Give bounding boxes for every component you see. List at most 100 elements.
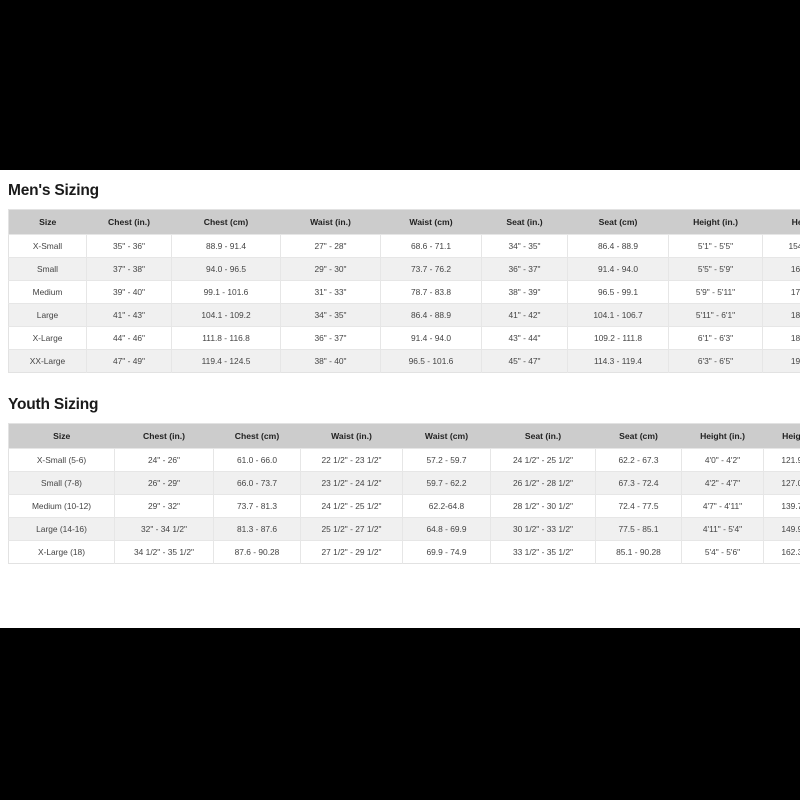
table-cell: 87.6 - 90.28 (213, 540, 301, 564)
table-row: Large 41" - 43" 104.1 - 109.2 34" - 35" 86.4… (8, 303, 800, 327)
table-cell: 45" - 47" (481, 349, 568, 373)
table-cell: 165.1 - 175.3 (762, 257, 800, 281)
table-cell: 34 1/2" - 35 1/2" (114, 540, 214, 564)
mens-size-label: X-Small (8, 234, 87, 258)
table-cell: 127.0 - 139.7 (763, 471, 800, 495)
table-cell: 26 1/2" - 28 1/2" (490, 471, 596, 495)
table-cell: 96.5 - 99.1 (567, 280, 669, 304)
table-cell: 57.2 - 59.7 (402, 448, 491, 472)
table-cell: 24" - 26" (114, 448, 214, 472)
mens-size-label: X-Large (8, 326, 87, 350)
table-cell: 121.9 - 127.0 (763, 448, 800, 472)
youth-size-label: Large (14-16) (8, 517, 115, 541)
table-cell: 111.8 - 116.8 (171, 326, 281, 350)
table-cell: 77.5 - 85.1 (595, 517, 682, 541)
table-cell: 43" - 44" (481, 326, 568, 350)
table-cell: 23 1/2" - 24 1/2" (300, 471, 403, 495)
table-cell: 35" - 36" (86, 234, 172, 258)
table-cell: 61.0 - 66.0 (213, 448, 301, 472)
table-cell: 91.4 - 94.0 (567, 257, 669, 281)
table-cell: 91.4 - 94.0 (380, 326, 482, 350)
table-row: X-Small 35" - 36" 88.9 - 91.4 27" - 28" 68.6… (8, 234, 800, 258)
table-cell: 62.2-64.8 (402, 494, 491, 518)
table-cell: 47" - 49" (86, 349, 172, 373)
table-cell: 22 1/2" - 23 1/2" (300, 448, 403, 472)
mens-column-header: Height (in.) (668, 209, 763, 235)
table-cell: 41" - 42" (481, 303, 568, 327)
mens-sizing-table: Size Chest (in.) Chest (cm) Waist (in.) Wais… (8, 209, 800, 373)
youth-column-header: Waist (cm) (402, 423, 491, 449)
table-cell: 6'1" - 6'3" (668, 326, 763, 350)
table-cell: 64.8 - 69.9 (402, 517, 491, 541)
table-cell: 5'9" - 5'11" (668, 280, 763, 304)
table-row: Large (14-16) 32" - 34 1/2" 81.3 - 87.6 25 … (8, 517, 800, 541)
table-cell: 36" - 37" (481, 257, 568, 281)
table-cell: 44" - 46" (86, 326, 172, 350)
table-cell: 68.6 - 71.1 (380, 234, 482, 258)
table-cell: 36" - 37" (280, 326, 381, 350)
table-cell: 149.9 - 162.3 (763, 517, 800, 541)
mens-column-header: Height (cm) (762, 209, 800, 235)
table-cell: 94.0 - 96.5 (171, 257, 281, 281)
table-cell: 38" - 40" (280, 349, 381, 373)
table-cell: 185.4 - 190.5 (762, 326, 800, 350)
table-cell: 180.3 - 185.4 (762, 303, 800, 327)
table-cell: 104.1 - 109.2 (171, 303, 281, 327)
youth-table-header-row: Size Chest (in.) Chest (cm) Waist (in.) Wais… (8, 423, 800, 449)
table-cell: 86.4 - 88.9 (567, 234, 669, 258)
sizing-chart-page: Men's Sizing Size Chest (in.) Chest (cm) Wa… (0, 170, 800, 628)
table-row: X-Large (18) 34 1/2" - 35 1/2" 87.6 - 90.2… (8, 540, 800, 564)
youth-column-header: Waist (in.) (300, 423, 403, 449)
table-cell: 66.0 - 73.7 (213, 471, 301, 495)
table-cell: 24 1/2" - 25 1/2" (300, 494, 403, 518)
table-cell: 69.9 - 74.9 (402, 540, 491, 564)
mens-size-label: Large (8, 303, 87, 327)
table-cell: 73.7 - 76.2 (380, 257, 482, 281)
table-cell: 4'11" - 5'4" (681, 517, 764, 541)
table-cell: 4'2" - 4'7" (681, 471, 764, 495)
mens-column-header: Waist (in.) (280, 209, 381, 235)
youth-size-label: X-Large (18) (8, 540, 115, 564)
table-cell: 154.9 - 165.14 (762, 234, 800, 258)
youth-table-body: X-Small (5-6) 24" - 26" 61.0 - 66.0 22 1/2"… (8, 448, 800, 564)
table-row: Medium (10-12) 29" - 32" 73.7 - 81.3 24 1/2… (8, 494, 800, 518)
table-cell: 27" - 28" (280, 234, 381, 258)
table-cell: 72.4 - 77.5 (595, 494, 682, 518)
table-cell: 29" - 30" (280, 257, 381, 281)
mens-table-header-row: Size Chest (in.) Chest (cm) Waist (in.) Wais… (8, 209, 800, 235)
table-row: Small 37" - 38" 94.0 - 96.5 29" - 30" 73.7 -… (8, 257, 800, 281)
table-cell: 190.5 - 195.6 (762, 349, 800, 373)
mens-table-body: X-Small 35" - 36" 88.9 - 91.4 27" - 28" 68.6… (8, 234, 800, 373)
table-cell: 39" - 40" (86, 280, 172, 304)
table-cell: 25 1/2" - 27 1/2" (300, 517, 403, 541)
table-cell: 85.1 - 90.28 (595, 540, 682, 564)
table-cell: 6'3" - 6'5" (668, 349, 763, 373)
table-cell: 162.3 - 167.6 (763, 540, 800, 564)
table-cell: 67.3 - 72.4 (595, 471, 682, 495)
table-cell: 24 1/2" - 25 1/2" (490, 448, 596, 472)
table-cell: 104.1 - 106.7 (567, 303, 669, 327)
youth-column-header: Chest (cm) (213, 423, 301, 449)
table-cell: 37" - 38" (86, 257, 172, 281)
table-spacer (8, 373, 792, 384)
mens-size-label: Small (8, 257, 87, 281)
youth-size-label: Small (7-8) (8, 471, 115, 495)
youth-column-header: Height (cm) (763, 423, 800, 449)
table-cell: 73.7 - 81.3 (213, 494, 301, 518)
table-cell: 26" - 29" (114, 471, 214, 495)
table-cell: 139.7 - 149.9 (763, 494, 800, 518)
youth-column-header: Seat (in.) (490, 423, 596, 449)
table-cell: 4'7" - 4'11" (681, 494, 764, 518)
table-cell: 38" - 39" (481, 280, 568, 304)
mens-column-header: Size (8, 209, 87, 235)
table-cell: 5'5" - 5'9" (668, 257, 763, 281)
table-cell: 119.4 - 124.5 (171, 349, 281, 373)
youth-sizing-title: Youth Sizing (8, 396, 99, 413)
table-row: Small (7-8) 26" - 29" 66.0 - 73.7 23 1/2" -… (8, 471, 800, 495)
youth-column-header: Chest (in.) (114, 423, 214, 449)
mens-column-header: Seat (cm) (567, 209, 669, 235)
table-cell: 88.9 - 91.4 (171, 234, 281, 258)
table-cell: 78.7 - 83.8 (380, 280, 482, 304)
table-cell: 96.5 - 101.6 (380, 349, 482, 373)
table-cell: 30 1/2" - 33 1/2" (490, 517, 596, 541)
